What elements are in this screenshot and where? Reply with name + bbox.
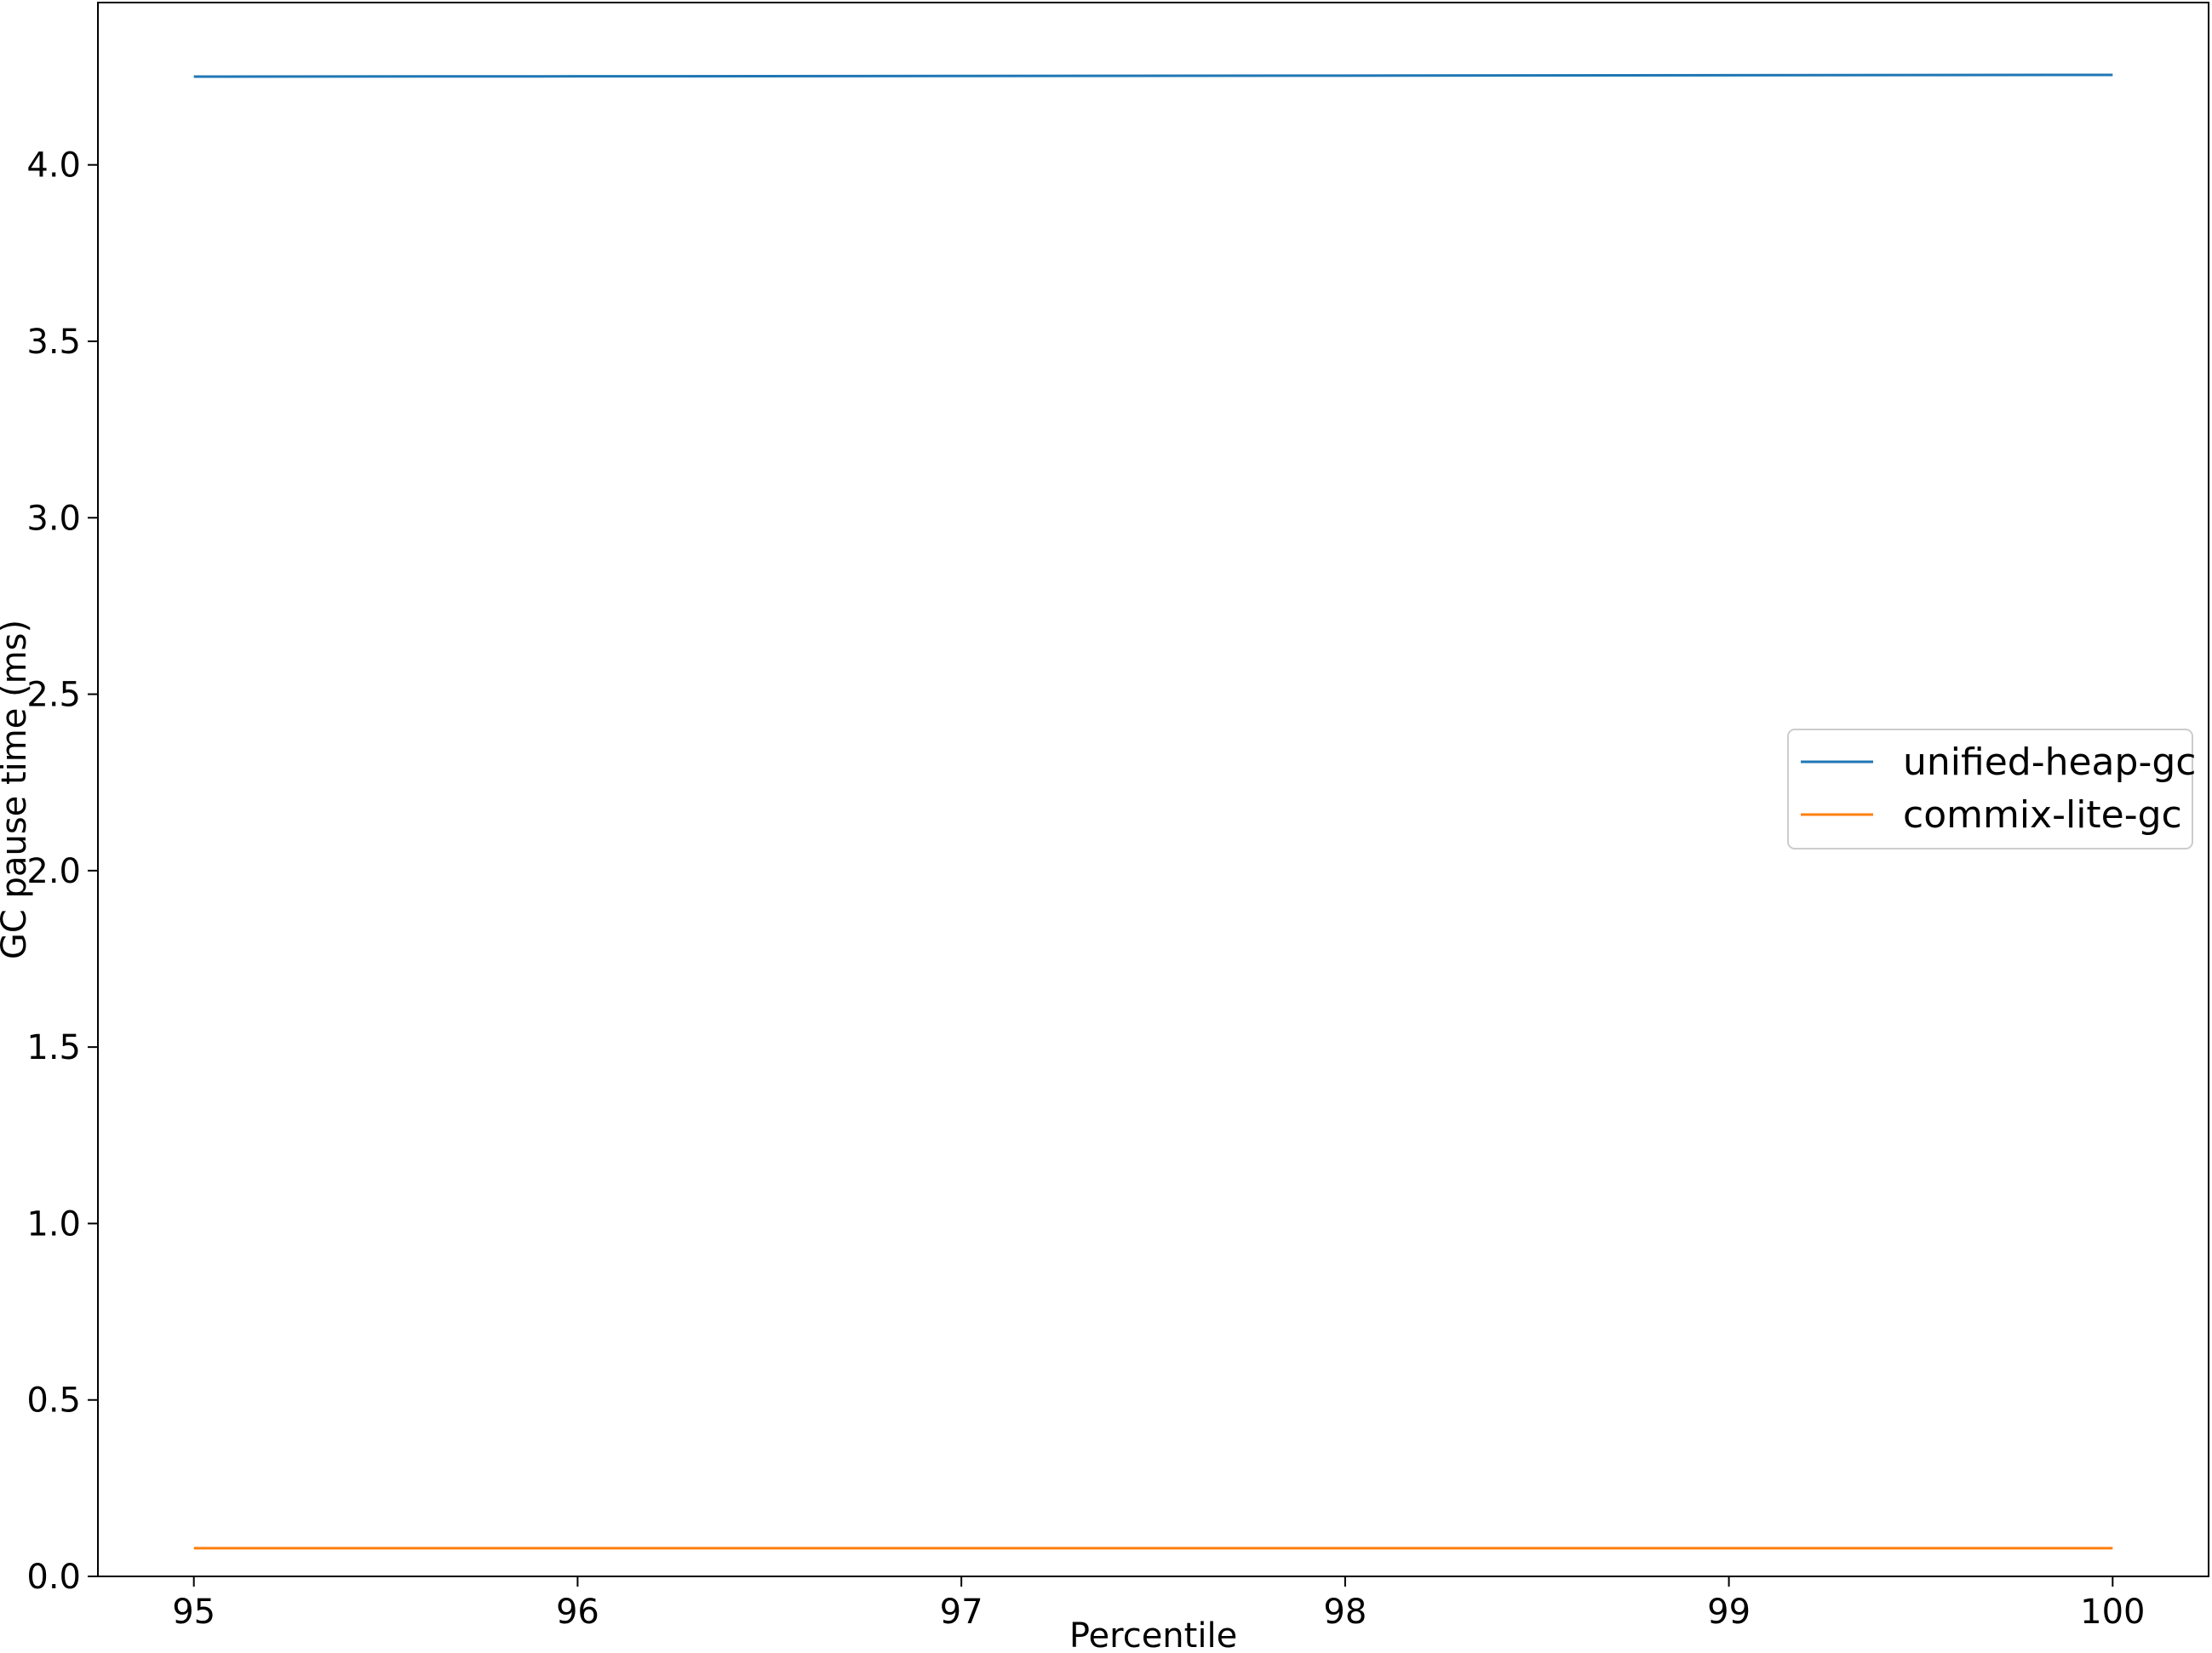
y-tick-label: 3.5 xyxy=(26,323,81,362)
x-axis-label: Percentile xyxy=(1069,1616,1237,1653)
x-tick-label: 98 xyxy=(1323,1593,1367,1632)
y-tick-label: 1.5 xyxy=(26,1028,81,1067)
series-line-1 xyxy=(193,73,2113,78)
plot-frame xyxy=(97,2,2209,1577)
legend-label-1: unified-heap-gc xyxy=(1903,741,2196,784)
x-tick-label: 96 xyxy=(556,1593,599,1632)
y-tick-label: 0.0 xyxy=(26,1558,81,1597)
x-tick-label: 95 xyxy=(172,1593,215,1632)
legend-box xyxy=(1787,729,2193,849)
legend-label-2: commix-lite-gc xyxy=(1903,793,2182,837)
y-axis-label: GC pause time (ms) xyxy=(0,620,34,959)
plot-area xyxy=(97,2,2209,1577)
x-tick-label: 99 xyxy=(1707,1593,1751,1632)
y-tick-label: 0.5 xyxy=(26,1381,81,1421)
x-tick-label: 97 xyxy=(940,1593,983,1632)
x-axis: 95 96 97 98 99 100 xyxy=(172,1576,2145,1632)
y-tick-label: 4.0 xyxy=(26,146,81,186)
y-tick-label: 1.0 xyxy=(26,1204,81,1244)
x-tick-label: 100 xyxy=(2080,1593,2145,1632)
y-tick-label: 2.5 xyxy=(26,676,81,715)
y-tick-label: 3.0 xyxy=(26,499,81,538)
y-tick-label: 2.0 xyxy=(26,852,81,891)
y-axis: 0.0 0.5 1.0 1.5 2.0 2.5 3.0 3.5 4.0 xyxy=(26,146,98,1597)
legend: unified-heap-gc commix-lite-gc xyxy=(1787,729,2196,849)
